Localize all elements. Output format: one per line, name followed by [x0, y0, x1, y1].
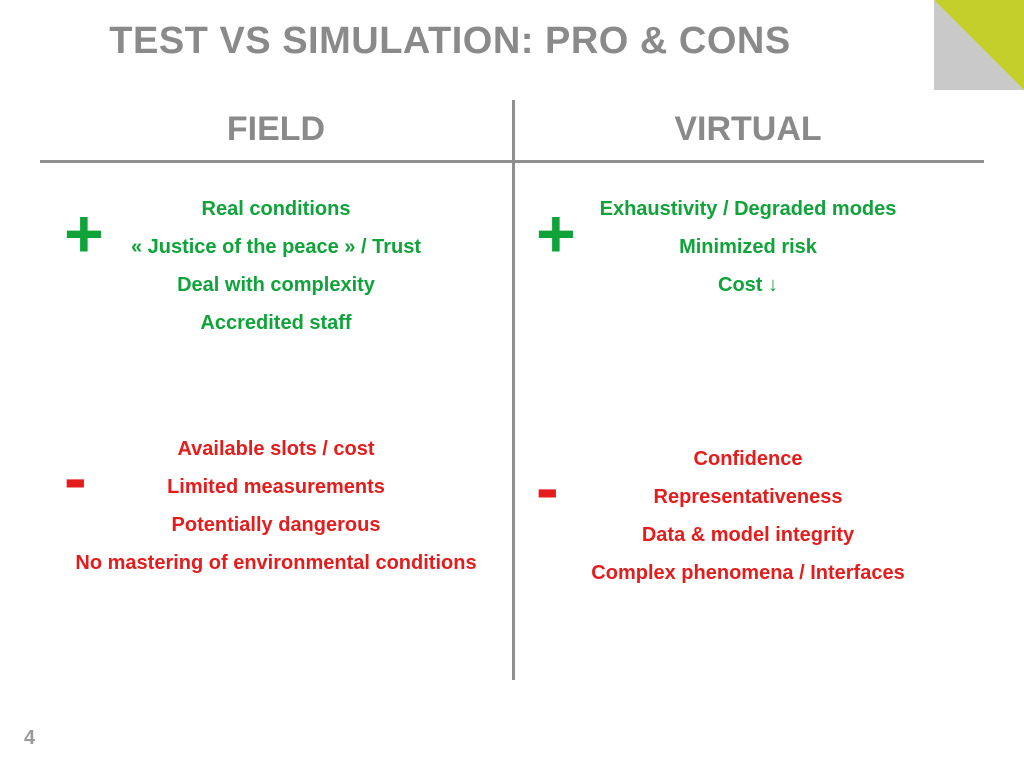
list-item: Limited measurements: [40, 468, 512, 506]
virtual-pros: + Exhaustivity / Degraded modes Minimize…: [512, 190, 984, 304]
list-item: Potentially dangerous: [40, 506, 512, 544]
list-item: Cost ↓: [512, 266, 984, 304]
divider-vertical: [512, 100, 515, 680]
column-header-field: FIELD: [40, 110, 512, 149]
list-item: No mastering of environmental conditions: [40, 544, 512, 582]
list-item: Deal with complexity: [40, 266, 512, 304]
list-item: Accredited staff: [40, 304, 512, 342]
field-cons-list: Available slots / cost Limited measureme…: [40, 430, 512, 582]
list-item: Real conditions: [40, 190, 512, 228]
list-item: « Justice of the peace » / Trust: [40, 228, 512, 266]
slide: TEST VS SIMULATION: PRO & CONS FIELD VIR…: [0, 0, 1024, 768]
field-cons: - Available slots / cost Limited measure…: [40, 430, 512, 582]
comparison-table: FIELD VIRTUAL + Real conditions « Justic…: [40, 100, 984, 700]
list-item: Representativeness: [512, 478, 984, 516]
field-pros-list: Real conditions « Justice of the peace »…: [40, 190, 512, 342]
minus-icon: -: [64, 458, 87, 499]
plus-icon: +: [64, 214, 104, 255]
list-item: Available slots / cost: [40, 430, 512, 468]
plus-icon: +: [536, 214, 576, 255]
column-header-virtual: VIRTUAL: [512, 110, 984, 149]
list-item: Data & model integrity: [512, 516, 984, 554]
list-item: Confidence: [512, 440, 984, 478]
virtual-pros-list: Exhaustivity / Degraded modes Minimized …: [512, 190, 984, 304]
list-item: Complex phenomena / Interfaces: [512, 554, 984, 592]
virtual-cons: - Confidence Representativeness Data & m…: [512, 440, 984, 592]
slide-title: TEST VS SIMULATION: PRO & CONS: [0, 20, 900, 63]
virtual-cons-list: Confidence Representativeness Data & mod…: [512, 440, 984, 592]
corner-decoration: [934, 0, 1024, 90]
minus-icon: -: [536, 468, 559, 509]
field-pros: + Real conditions « Justice of the peace…: [40, 190, 512, 342]
page-number: 4: [24, 727, 35, 750]
list-item: Exhaustivity / Degraded modes: [512, 190, 984, 228]
list-item: Minimized risk: [512, 228, 984, 266]
